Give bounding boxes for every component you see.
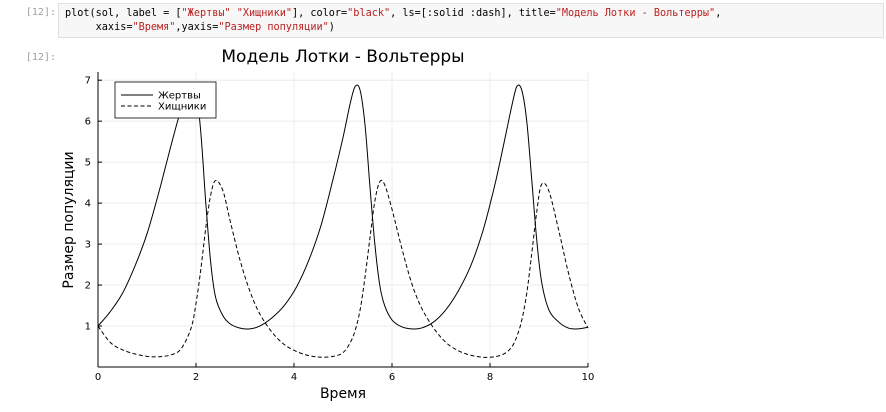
y-tick-label: 4 xyxy=(85,199,91,210)
code-token: ], color= xyxy=(291,8,348,19)
code-string-token: "Жертвы" xyxy=(181,8,231,19)
code-string-token: "Размер популяции" xyxy=(218,22,329,33)
x-tick-label: 6 xyxy=(389,372,395,383)
code-token: ) xyxy=(328,22,335,33)
y-tick-label: 6 xyxy=(85,117,91,128)
input-prompt: [12]: xyxy=(25,7,56,18)
y-axis-label: Размер популяции xyxy=(61,151,77,288)
code-token: , ls=[:solid :dash], title= xyxy=(390,8,556,19)
code-string-token: "Время" xyxy=(132,22,176,33)
code-token: plot(sol, label = [ xyxy=(65,8,182,19)
x-tick-label: 8 xyxy=(487,372,493,383)
plot-lines xyxy=(97,83,589,358)
chart-title: Модель Лотки - Вольтерры xyxy=(221,47,464,67)
code-line: plot(sol, label = ["Жертвы" "Хищники"], … xyxy=(65,8,721,19)
code-line: xaxis="Время",yaxis="Размер популяции") xyxy=(65,22,335,33)
legend-label: Хищники xyxy=(158,102,206,113)
x-tick-label: 2 xyxy=(193,372,199,383)
code-token: ,yaxis= xyxy=(175,22,219,33)
legend-box xyxy=(114,81,217,119)
legend-label: Жертвы xyxy=(158,91,201,102)
x-axis-label: Время xyxy=(320,386,366,402)
code-string-token: "Модель Лотки - Вольтерры" xyxy=(555,8,716,19)
y-tick-label: 1 xyxy=(85,322,91,333)
y-tick-label: 2 xyxy=(85,281,91,292)
code-cell-input[interactable]: plot(sol, label = ["Жертвы" "Хищники"], … xyxy=(58,3,884,38)
code-token: xaxis= xyxy=(65,22,133,33)
x-tick-label: 0 xyxy=(95,372,101,383)
y-tick-label: 7 xyxy=(85,76,91,87)
code-token: , xyxy=(715,8,722,19)
code-string-token: "Хищники" xyxy=(236,8,292,19)
y-tick-label: 3 xyxy=(85,240,91,251)
x-tick-label: 4 xyxy=(291,372,297,383)
y-tick-label: 5 xyxy=(85,158,91,169)
code-string-token: "black" xyxy=(347,8,391,19)
output-prompt: [12]: xyxy=(25,52,56,63)
series-line-predator xyxy=(97,179,589,358)
x-tick-label: 10 xyxy=(582,372,595,383)
code-editor[interactable]: plot(sol, label = ["Жертвы" "Хищники"], … xyxy=(65,7,721,35)
